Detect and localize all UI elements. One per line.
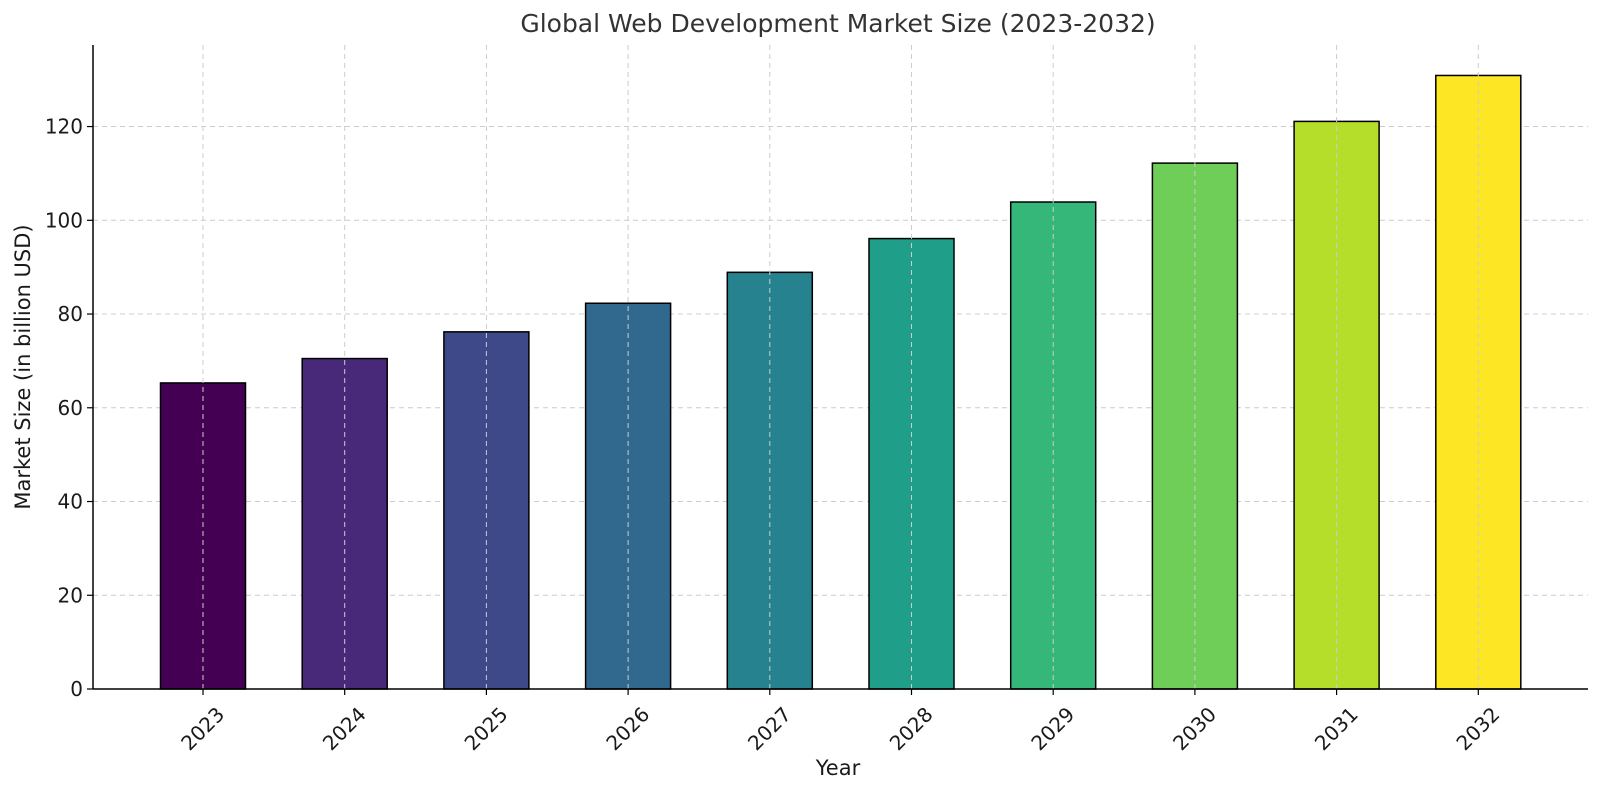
- y-tick-label: 0: [70, 677, 83, 701]
- x-tick-label: 2029: [1026, 702, 1079, 755]
- y-tick-label: 60: [58, 396, 83, 420]
- y-tick-label: 40: [58, 490, 83, 514]
- bar-2025: [443, 331, 530, 690]
- x-tick-label: 2031: [1310, 702, 1363, 755]
- x-tick-label: 2028: [885, 702, 938, 755]
- y-tick-label: 100: [45, 208, 83, 232]
- x-tick-label: 2032: [1451, 702, 1504, 755]
- chart-title: Global Web Development Market Size (2023…: [520, 9, 1155, 38]
- bars-layer: [159, 45, 1522, 690]
- x-tick-label: 2024: [318, 702, 371, 755]
- x-ticks: 2023 2024 2025 2026 2027 2028 2029 2030 2031 2032: [176, 689, 1504, 755]
- y-ticks: 0 20 40 60 80 100 120: [45, 115, 93, 701]
- x-tick-label: 2030: [1168, 702, 1221, 755]
- y-tick-label: 80: [58, 302, 83, 326]
- x-tick-label: 2025: [460, 702, 513, 755]
- axes-layer: [92, 45, 1588, 690]
- y-tick-label: 20: [58, 583, 83, 607]
- y-axis-label: Market Size (in billion USD): [11, 224, 35, 509]
- x-axis-label: Year: [815, 756, 861, 780]
- x-tick-label: 2023: [176, 702, 229, 755]
- y-tick-label: 120: [45, 115, 83, 139]
- x-tick-label: 2027: [743, 702, 796, 755]
- x-tick-label: 2026: [601, 702, 654, 755]
